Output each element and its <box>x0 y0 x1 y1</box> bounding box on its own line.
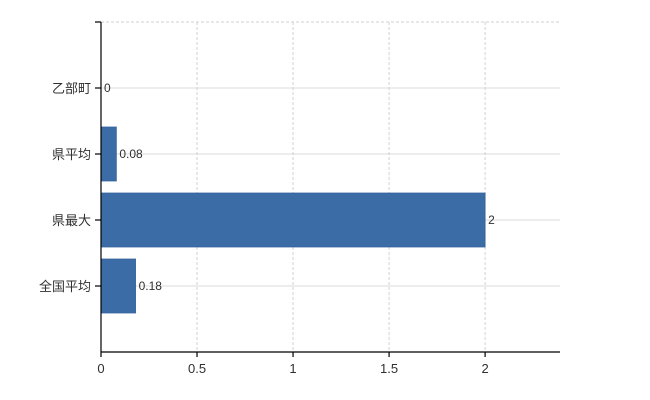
x-tick-label-0: 0 <box>97 361 104 376</box>
bar-1 <box>100 126 117 182</box>
bar-2 <box>100 192 486 248</box>
category-label-3: 全国平均 <box>39 279 91 294</box>
value-label-1: 0.08 <box>119 147 143 161</box>
bar-3 <box>100 258 136 314</box>
x-tick-label-1: 0.5 <box>188 361 206 376</box>
value-label-2: 2 <box>488 213 495 227</box>
x-tick-label-2: 1 <box>289 361 296 376</box>
category-label-2: 県最大 <box>52 213 91 228</box>
value-label-0: 0 <box>104 81 111 95</box>
value-label-3: 0.18 <box>139 279 163 293</box>
category-label-0: 乙部町 <box>52 81 91 96</box>
category-label-1: 県平均 <box>52 147 91 162</box>
x-tick-label-4: 2 <box>481 361 488 376</box>
x-tick-label-3: 1.5 <box>380 361 398 376</box>
